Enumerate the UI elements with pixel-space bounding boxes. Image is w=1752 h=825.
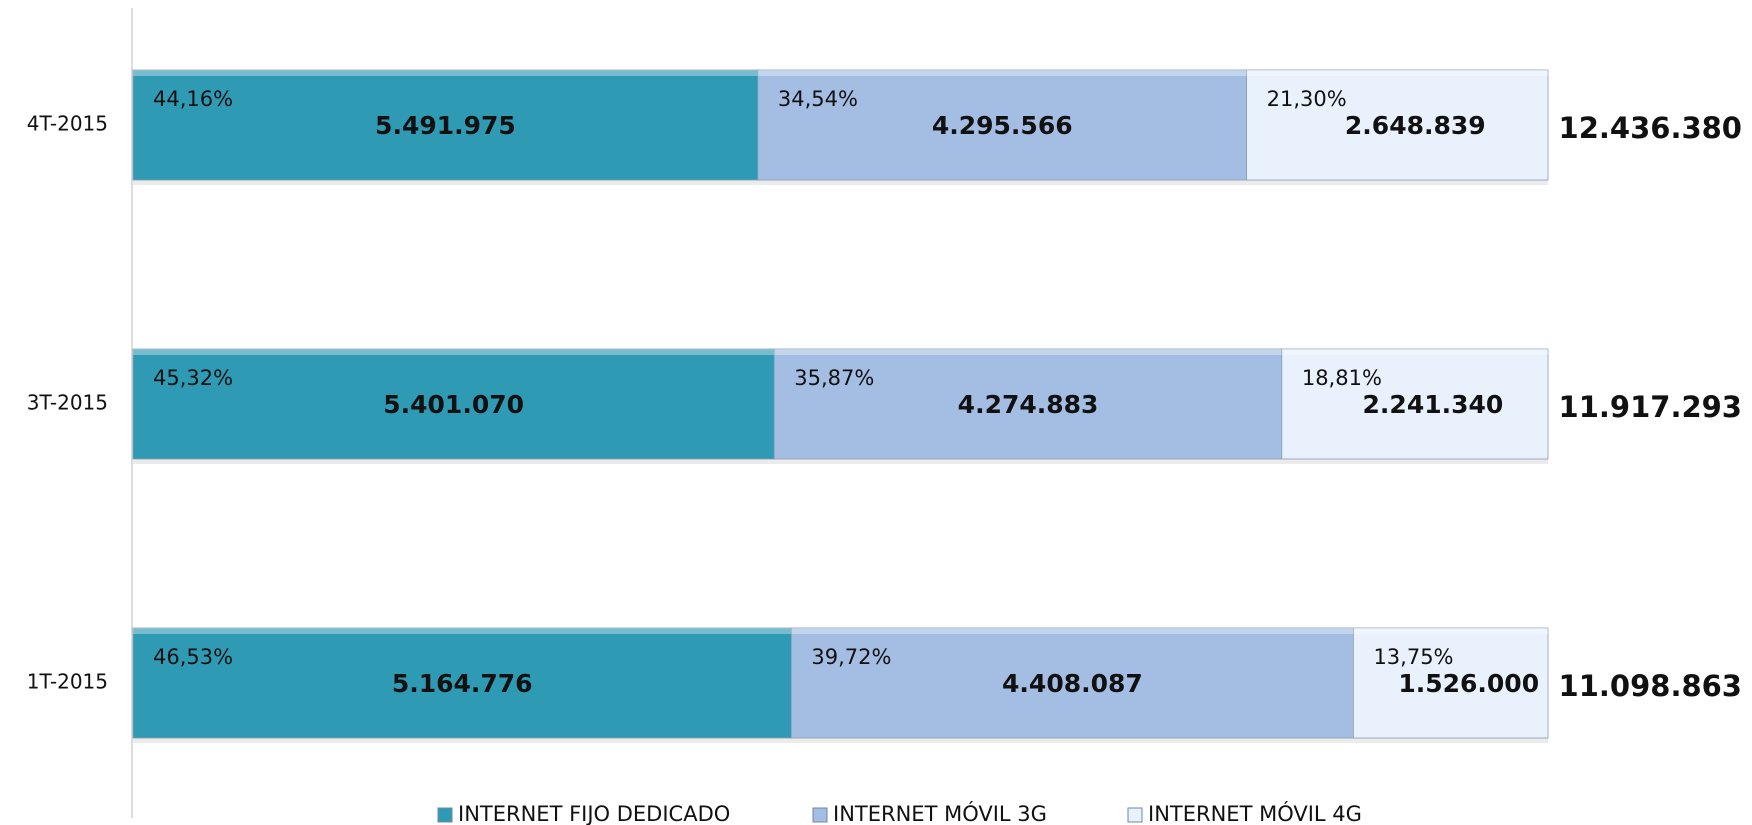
- total-label: 11.917.293: [1559, 390, 1742, 424]
- total-label: 12.436.380: [1559, 111, 1742, 145]
- bar-segment: [132, 627, 792, 739]
- value-label: 4.408.087: [1002, 669, 1143, 698]
- legend-swatch: [1127, 807, 1143, 823]
- bar-shadow: [1246, 180, 1548, 185]
- percent-label: 21,30%: [1267, 87, 1347, 111]
- percent-label: 34,54%: [778, 87, 858, 111]
- bar-shine: [133, 70, 758, 76]
- value-label: 5.491.975: [375, 111, 516, 140]
- bar-shine: [1281, 349, 1548, 355]
- bar-shadow: [133, 459, 775, 464]
- bar-shine: [757, 70, 1247, 76]
- y-tick-label: 3T-2015: [27, 391, 108, 415]
- bar-segment: [1281, 348, 1549, 460]
- percent-label: 46,53%: [153, 645, 233, 669]
- bar-segment: [790, 627, 1354, 739]
- bar-shine: [133, 349, 775, 355]
- bar-shadow: [1281, 459, 1548, 464]
- bar-segment: [1353, 627, 1549, 739]
- bar-shadow: [757, 180, 1247, 185]
- bar-shadow: [133, 738, 792, 743]
- bar-shadow: [791, 738, 1354, 743]
- bar-shine: [133, 628, 792, 634]
- bar-segment: [757, 69, 1248, 181]
- percent-label: 44,16%: [153, 87, 233, 111]
- legend-label: INTERNET MÓVIL 4G: [1148, 801, 1362, 825]
- bar-shadow: [774, 459, 1282, 464]
- legend-swatch: [812, 807, 828, 823]
- y-tick-label: 4T-2015: [27, 112, 108, 136]
- legend-label: INTERNET MÓVIL 3G: [833, 801, 1047, 825]
- percent-label: 13,75%: [1373, 645, 1453, 669]
- value-label: 2.241.340: [1363, 390, 1504, 419]
- bar-segment: [132, 69, 759, 181]
- value-label: 4.295.566: [932, 111, 1073, 140]
- bar-shadow: [133, 180, 758, 185]
- percent-label: 35,87%: [794, 366, 874, 390]
- value-label: 5.164.776: [392, 669, 533, 698]
- percent-label: 18,81%: [1302, 366, 1382, 390]
- bar-shine: [774, 349, 1282, 355]
- value-label: 5.401.070: [383, 390, 524, 419]
- bar-segment: [1246, 69, 1549, 181]
- legend-label: INTERNET FIJO DEDICADO: [458, 802, 730, 825]
- bar-segment: [132, 348, 775, 460]
- legend-swatch: [437, 807, 453, 823]
- bar-shine: [791, 628, 1354, 634]
- bar-shadow: [1353, 738, 1548, 743]
- percent-label: 39,72%: [811, 645, 891, 669]
- percent-label: 45,32%: [153, 366, 233, 390]
- value-label: 2.648.839: [1345, 111, 1486, 140]
- total-label: 11.098.863: [1559, 669, 1742, 703]
- value-label: 4.274.883: [958, 390, 1099, 419]
- value-label: 1.526.000: [1398, 669, 1539, 698]
- bar-shine: [1353, 628, 1548, 634]
- y-tick-label: 1T-2015: [27, 670, 108, 694]
- bar-shine: [1246, 70, 1548, 76]
